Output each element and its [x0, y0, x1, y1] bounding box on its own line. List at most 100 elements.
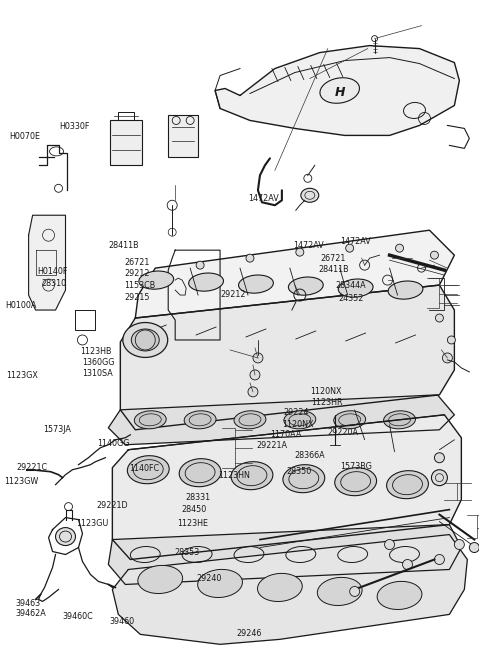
- Text: H0100A: H0100A: [5, 301, 37, 310]
- Circle shape: [296, 248, 304, 256]
- Text: 29240: 29240: [196, 574, 221, 583]
- Circle shape: [434, 453, 444, 462]
- Ellipse shape: [338, 279, 373, 297]
- Polygon shape: [29, 215, 65, 310]
- Text: 1123GX: 1123GX: [6, 371, 38, 381]
- Text: 1360GG: 1360GG: [82, 358, 115, 367]
- Text: 29215: 29215: [124, 293, 150, 302]
- Text: 1123GW: 1123GW: [4, 477, 39, 485]
- Text: 1170AA: 1170AA: [271, 430, 302, 440]
- Ellipse shape: [239, 275, 273, 293]
- Text: 29220A: 29220A: [327, 428, 358, 437]
- Circle shape: [196, 261, 204, 269]
- Circle shape: [253, 353, 263, 363]
- Text: 1310SA: 1310SA: [82, 369, 113, 378]
- Text: 1573JA: 1573JA: [43, 425, 71, 434]
- Bar: [110, 121, 142, 165]
- Text: H0330F: H0330F: [59, 122, 89, 131]
- Bar: [168, 115, 198, 157]
- Text: 29212: 29212: [220, 290, 245, 299]
- Circle shape: [350, 586, 360, 597]
- Text: H0140F: H0140F: [37, 267, 68, 276]
- Ellipse shape: [231, 462, 273, 490]
- Text: 1153CB: 1153CB: [124, 281, 156, 290]
- Ellipse shape: [384, 411, 416, 429]
- Circle shape: [447, 336, 456, 344]
- Ellipse shape: [138, 565, 182, 593]
- Text: 1120NX: 1120NX: [310, 387, 341, 396]
- Circle shape: [346, 244, 354, 252]
- Ellipse shape: [184, 411, 216, 429]
- Text: 29221A: 29221A: [256, 441, 287, 449]
- Text: 28450: 28450: [181, 505, 207, 514]
- Ellipse shape: [334, 411, 366, 429]
- Circle shape: [396, 244, 404, 252]
- Ellipse shape: [317, 578, 362, 605]
- Polygon shape: [112, 415, 461, 559]
- Ellipse shape: [132, 329, 159, 351]
- Ellipse shape: [257, 573, 302, 601]
- Text: 1123HN: 1123HN: [218, 471, 250, 479]
- Text: 28331: 28331: [185, 493, 210, 502]
- Text: H0070E: H0070E: [9, 132, 40, 141]
- Polygon shape: [120, 285, 455, 430]
- Text: 1140FC: 1140FC: [129, 464, 159, 473]
- Text: 1123GU: 1123GU: [76, 519, 108, 528]
- Text: 39463
39462A: 39463 39462A: [15, 599, 46, 618]
- Text: 28411B: 28411B: [319, 265, 349, 274]
- Ellipse shape: [198, 569, 242, 597]
- Circle shape: [432, 470, 447, 485]
- Ellipse shape: [179, 458, 221, 487]
- Text: 28366A: 28366A: [295, 451, 325, 460]
- Text: 28353: 28353: [174, 548, 199, 557]
- Ellipse shape: [288, 277, 323, 295]
- Text: 28344A: 28344A: [336, 281, 366, 290]
- Circle shape: [246, 254, 254, 262]
- Circle shape: [434, 555, 444, 565]
- Polygon shape: [108, 395, 455, 445]
- Circle shape: [403, 559, 412, 569]
- Ellipse shape: [127, 456, 169, 483]
- Text: 26721: 26721: [321, 253, 346, 263]
- Ellipse shape: [123, 322, 168, 358]
- Text: 28411B: 28411B: [109, 240, 140, 250]
- Text: 29224: 29224: [283, 408, 309, 417]
- Ellipse shape: [56, 527, 75, 546]
- Text: 28310: 28310: [42, 278, 67, 288]
- Circle shape: [455, 540, 464, 550]
- Polygon shape: [135, 230, 455, 318]
- Ellipse shape: [386, 471, 429, 498]
- Circle shape: [443, 353, 452, 363]
- Circle shape: [431, 251, 438, 259]
- Text: 1120NX: 1120NX: [282, 420, 313, 429]
- Text: 1140GG: 1140GG: [97, 440, 130, 448]
- Ellipse shape: [284, 411, 316, 429]
- Text: 29221C: 29221C: [16, 463, 47, 472]
- Circle shape: [384, 540, 395, 550]
- Ellipse shape: [377, 582, 422, 610]
- Polygon shape: [215, 46, 459, 136]
- Text: 1472AV: 1472AV: [248, 194, 278, 202]
- Circle shape: [435, 314, 444, 322]
- Circle shape: [469, 542, 480, 553]
- Circle shape: [250, 370, 260, 380]
- Text: 24352: 24352: [338, 294, 364, 303]
- Text: 1472AV: 1472AV: [340, 236, 371, 246]
- Ellipse shape: [283, 464, 325, 493]
- Text: 1472AV: 1472AV: [294, 240, 324, 250]
- Text: 1123HR: 1123HR: [311, 398, 342, 407]
- Ellipse shape: [335, 468, 377, 496]
- Text: 26721: 26721: [124, 257, 150, 267]
- Ellipse shape: [320, 78, 360, 103]
- Ellipse shape: [139, 271, 174, 289]
- Text: H: H: [335, 86, 345, 99]
- Ellipse shape: [134, 411, 166, 429]
- Text: 1123HE: 1123HE: [177, 519, 208, 528]
- Text: 29246: 29246: [236, 629, 262, 638]
- Text: 28350: 28350: [286, 467, 311, 476]
- Polygon shape: [108, 525, 461, 584]
- Text: 39460: 39460: [110, 617, 135, 626]
- Text: 1573BG: 1573BG: [340, 462, 372, 470]
- Ellipse shape: [388, 281, 423, 299]
- Polygon shape: [112, 534, 468, 645]
